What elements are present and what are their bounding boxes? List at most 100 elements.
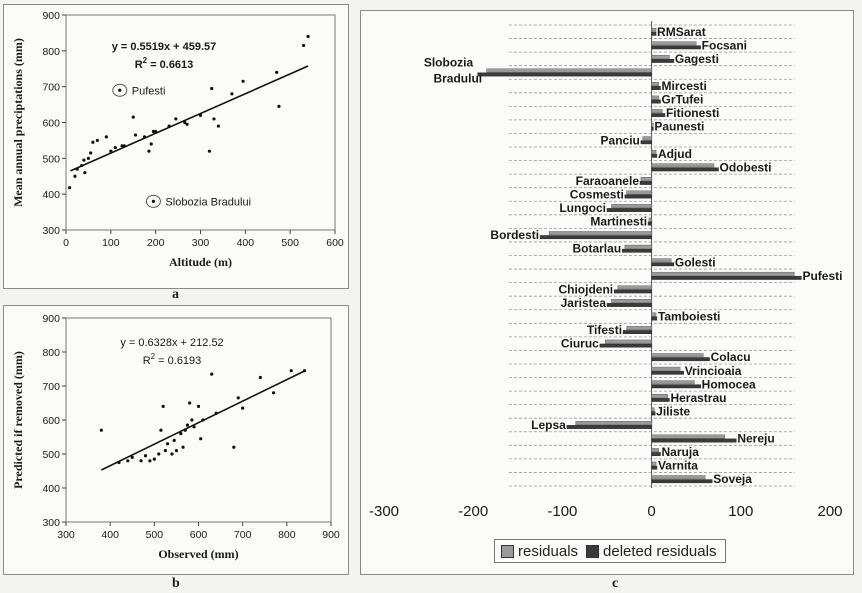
bar-residual-colacu <box>651 353 704 358</box>
bar-label-slobozia-bradului: Slobozia Bradului <box>424 55 482 85</box>
data-point <box>139 459 143 463</box>
y-tick-label: 400 <box>42 189 60 201</box>
bar-deleted-odobesti <box>651 167 719 172</box>
data-point <box>95 138 99 143</box>
bar-deleted-grtufei <box>651 99 661 104</box>
x-tick-label: -300 <box>369 503 399 520</box>
bar-label-botarlau: Botarlau <box>572 242 621 256</box>
bar-deleted-ciuruc <box>599 343 652 348</box>
bar-label-jiliste: Jiliste <box>656 404 690 418</box>
data-point <box>289 369 293 373</box>
legend-item-residuals: residuals <box>501 543 578 560</box>
data-point <box>126 459 130 463</box>
data-point <box>185 423 190 427</box>
data-point <box>210 372 214 376</box>
data-point <box>104 135 108 139</box>
bar-deleted-pufesti <box>651 275 802 280</box>
r-squared: R2 = 0.6193 <box>143 352 202 367</box>
bar-residual-varnita <box>651 461 657 466</box>
x-tick-label: 600 <box>326 237 344 249</box>
data-point <box>183 428 187 432</box>
x-tick-label: -200 <box>458 503 488 520</box>
data-point <box>167 124 171 128</box>
data-point <box>159 428 163 432</box>
data-point <box>118 88 122 92</box>
x-tick-label: 200 <box>147 237 165 249</box>
y-tick-label: 700 <box>42 381 60 393</box>
data-point <box>113 145 117 150</box>
bar-label-pufesti: Pufesti <box>802 269 842 283</box>
x-tick-label: 100 <box>728 503 753 520</box>
bar-deleted-nereju <box>651 438 737 443</box>
y-tick-label: 700 <box>42 82 60 94</box>
bar-deleted-faraoanele <box>639 181 652 185</box>
bar-deleted-gagesti <box>651 58 675 63</box>
y-tick-label: 300 <box>42 225 60 237</box>
scatter-chart-altitude: 0 100 200 300 400 500 600 300 400 500 600 700 800 900… <box>11 10 344 269</box>
data-point <box>302 43 306 48</box>
bar-label-grtufei: GrTufei <box>662 93 704 107</box>
data-point <box>207 149 212 153</box>
data-point <box>214 411 218 415</box>
y-tick-label: 800 <box>42 347 60 359</box>
data-point <box>212 117 216 121</box>
data-point <box>165 442 170 446</box>
y-tick-label: 800 <box>42 46 60 58</box>
data-point <box>306 34 310 39</box>
bar-deleted-cosmesti <box>624 194 652 199</box>
legend-item-deleted-residuals: deleted residuals <box>586 543 716 560</box>
bar-label-vrincioaia: Vrincioaia <box>685 364 742 378</box>
data-point <box>131 115 135 119</box>
data-point <box>192 425 196 429</box>
data-point <box>230 92 234 96</box>
bar-residual-rmsarat <box>651 27 657 32</box>
bar-label-fitionesti: Fitionesti <box>666 106 719 120</box>
x-tick-label: 100 <box>102 237 120 249</box>
data-point <box>163 449 167 453</box>
bar-deleted-lepsa <box>566 425 652 429</box>
data-point <box>241 79 245 83</box>
bar-label-adjud: Adjud <box>658 147 692 161</box>
trendline <box>70 65 309 172</box>
x-axis-label: Altitude (m) <box>169 255 232 269</box>
data-point <box>216 124 221 128</box>
bar-label-bordesti: Bordesti <box>490 228 539 242</box>
x-tick-label: 500 <box>281 237 299 249</box>
data-point <box>199 437 203 441</box>
data-point <box>302 369 307 373</box>
y-tick-label: 500 <box>42 449 60 461</box>
data-point <box>82 158 86 162</box>
bar-deleted-naruja <box>651 452 661 457</box>
data-point <box>99 428 103 432</box>
bar-residual-grtufei <box>651 95 659 100</box>
bar-residual-cosmesti <box>626 190 652 195</box>
bar-deleted-mircesti <box>651 86 661 90</box>
bar-label-lepsa: Lepsa <box>531 418 566 432</box>
legend: residuals deleted residuals <box>494 539 726 563</box>
data-point <box>117 460 121 465</box>
bar-label-golesti: Golesti <box>675 255 716 269</box>
bar-deleted-rmsarat <box>651 31 657 36</box>
data-point <box>151 199 156 203</box>
bar-label-cosmesti: Cosmesti <box>570 187 624 201</box>
bar-residual-martinesti <box>648 217 652 222</box>
bar-label-homocea: Homocea <box>702 377 756 391</box>
bar-label-paunesti: Paunesti <box>654 120 704 134</box>
data-point <box>188 401 192 405</box>
x-tick-label: 0 <box>647 503 655 520</box>
data-point <box>185 122 189 126</box>
bar-label-ciuruc: Ciuruc <box>561 337 599 351</box>
bar-residual-tamboiesti <box>651 312 657 317</box>
y-tick-label: 300 <box>42 517 60 529</box>
bar-label-jaristea: Jaristea <box>561 296 607 310</box>
bar-label-tamboiesti: Tamboiesti <box>658 310 720 324</box>
bar-deleted-martinesti <box>647 221 652 226</box>
bar-deleted-focsani <box>651 45 701 50</box>
y-tick-label: 600 <box>42 415 60 427</box>
data-point <box>236 396 240 400</box>
bar-label-panciu: Panciu <box>601 133 640 147</box>
x-tick-label: 300 <box>57 529 75 541</box>
bar-residual-pufesti <box>651 271 795 276</box>
x-tick-label: 600 <box>190 529 208 541</box>
bar-deleted-slobozia-bradului <box>477 72 652 77</box>
